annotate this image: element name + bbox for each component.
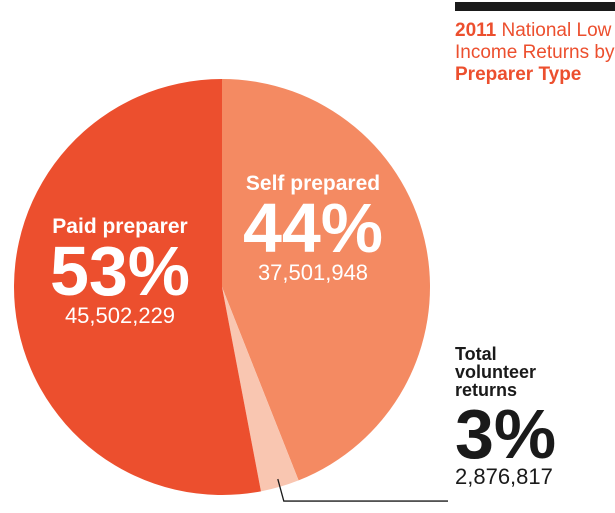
slice-self-prepared	[222, 79, 431, 481]
slice-paid-preparer	[13, 79, 261, 495]
volunteer-name: Total volunteer returns	[455, 344, 537, 400]
paid-preparer-percent: 53%	[49, 232, 191, 310]
chart-title: 2011 National Low Income Returns by Prep…	[455, 20, 615, 86]
label-self-prepared: Self prepared 44% 37,501,948	[228, 172, 398, 286]
self-prepared-count: 37,501,948	[257, 260, 369, 285]
slice-volunteer	[222, 287, 299, 492]
volunteer-percent: 3%	[455, 395, 557, 473]
volunteer-leader-line	[277, 478, 448, 502]
paid-preparer-count: 45,502,229	[64, 303, 176, 328]
title-middle: National Low Income Returns by	[455, 20, 615, 63]
title-bar	[455, 2, 615, 11]
title-year: 2011	[455, 20, 497, 41]
title-end: Preparer Type	[455, 64, 582, 85]
self-prepared-name: Self prepared	[245, 172, 381, 195]
self-prepared-percent: 44%	[242, 189, 384, 267]
label-volunteer: Total volunteer returns 3% 2,876,817	[455, 345, 556, 489]
paid-preparer-name: Paid preparer	[52, 215, 188, 238]
label-paid-preparer: Paid preparer 53% 45,502,229	[30, 215, 210, 329]
volunteer-count: 2,876,817	[455, 464, 553, 489]
